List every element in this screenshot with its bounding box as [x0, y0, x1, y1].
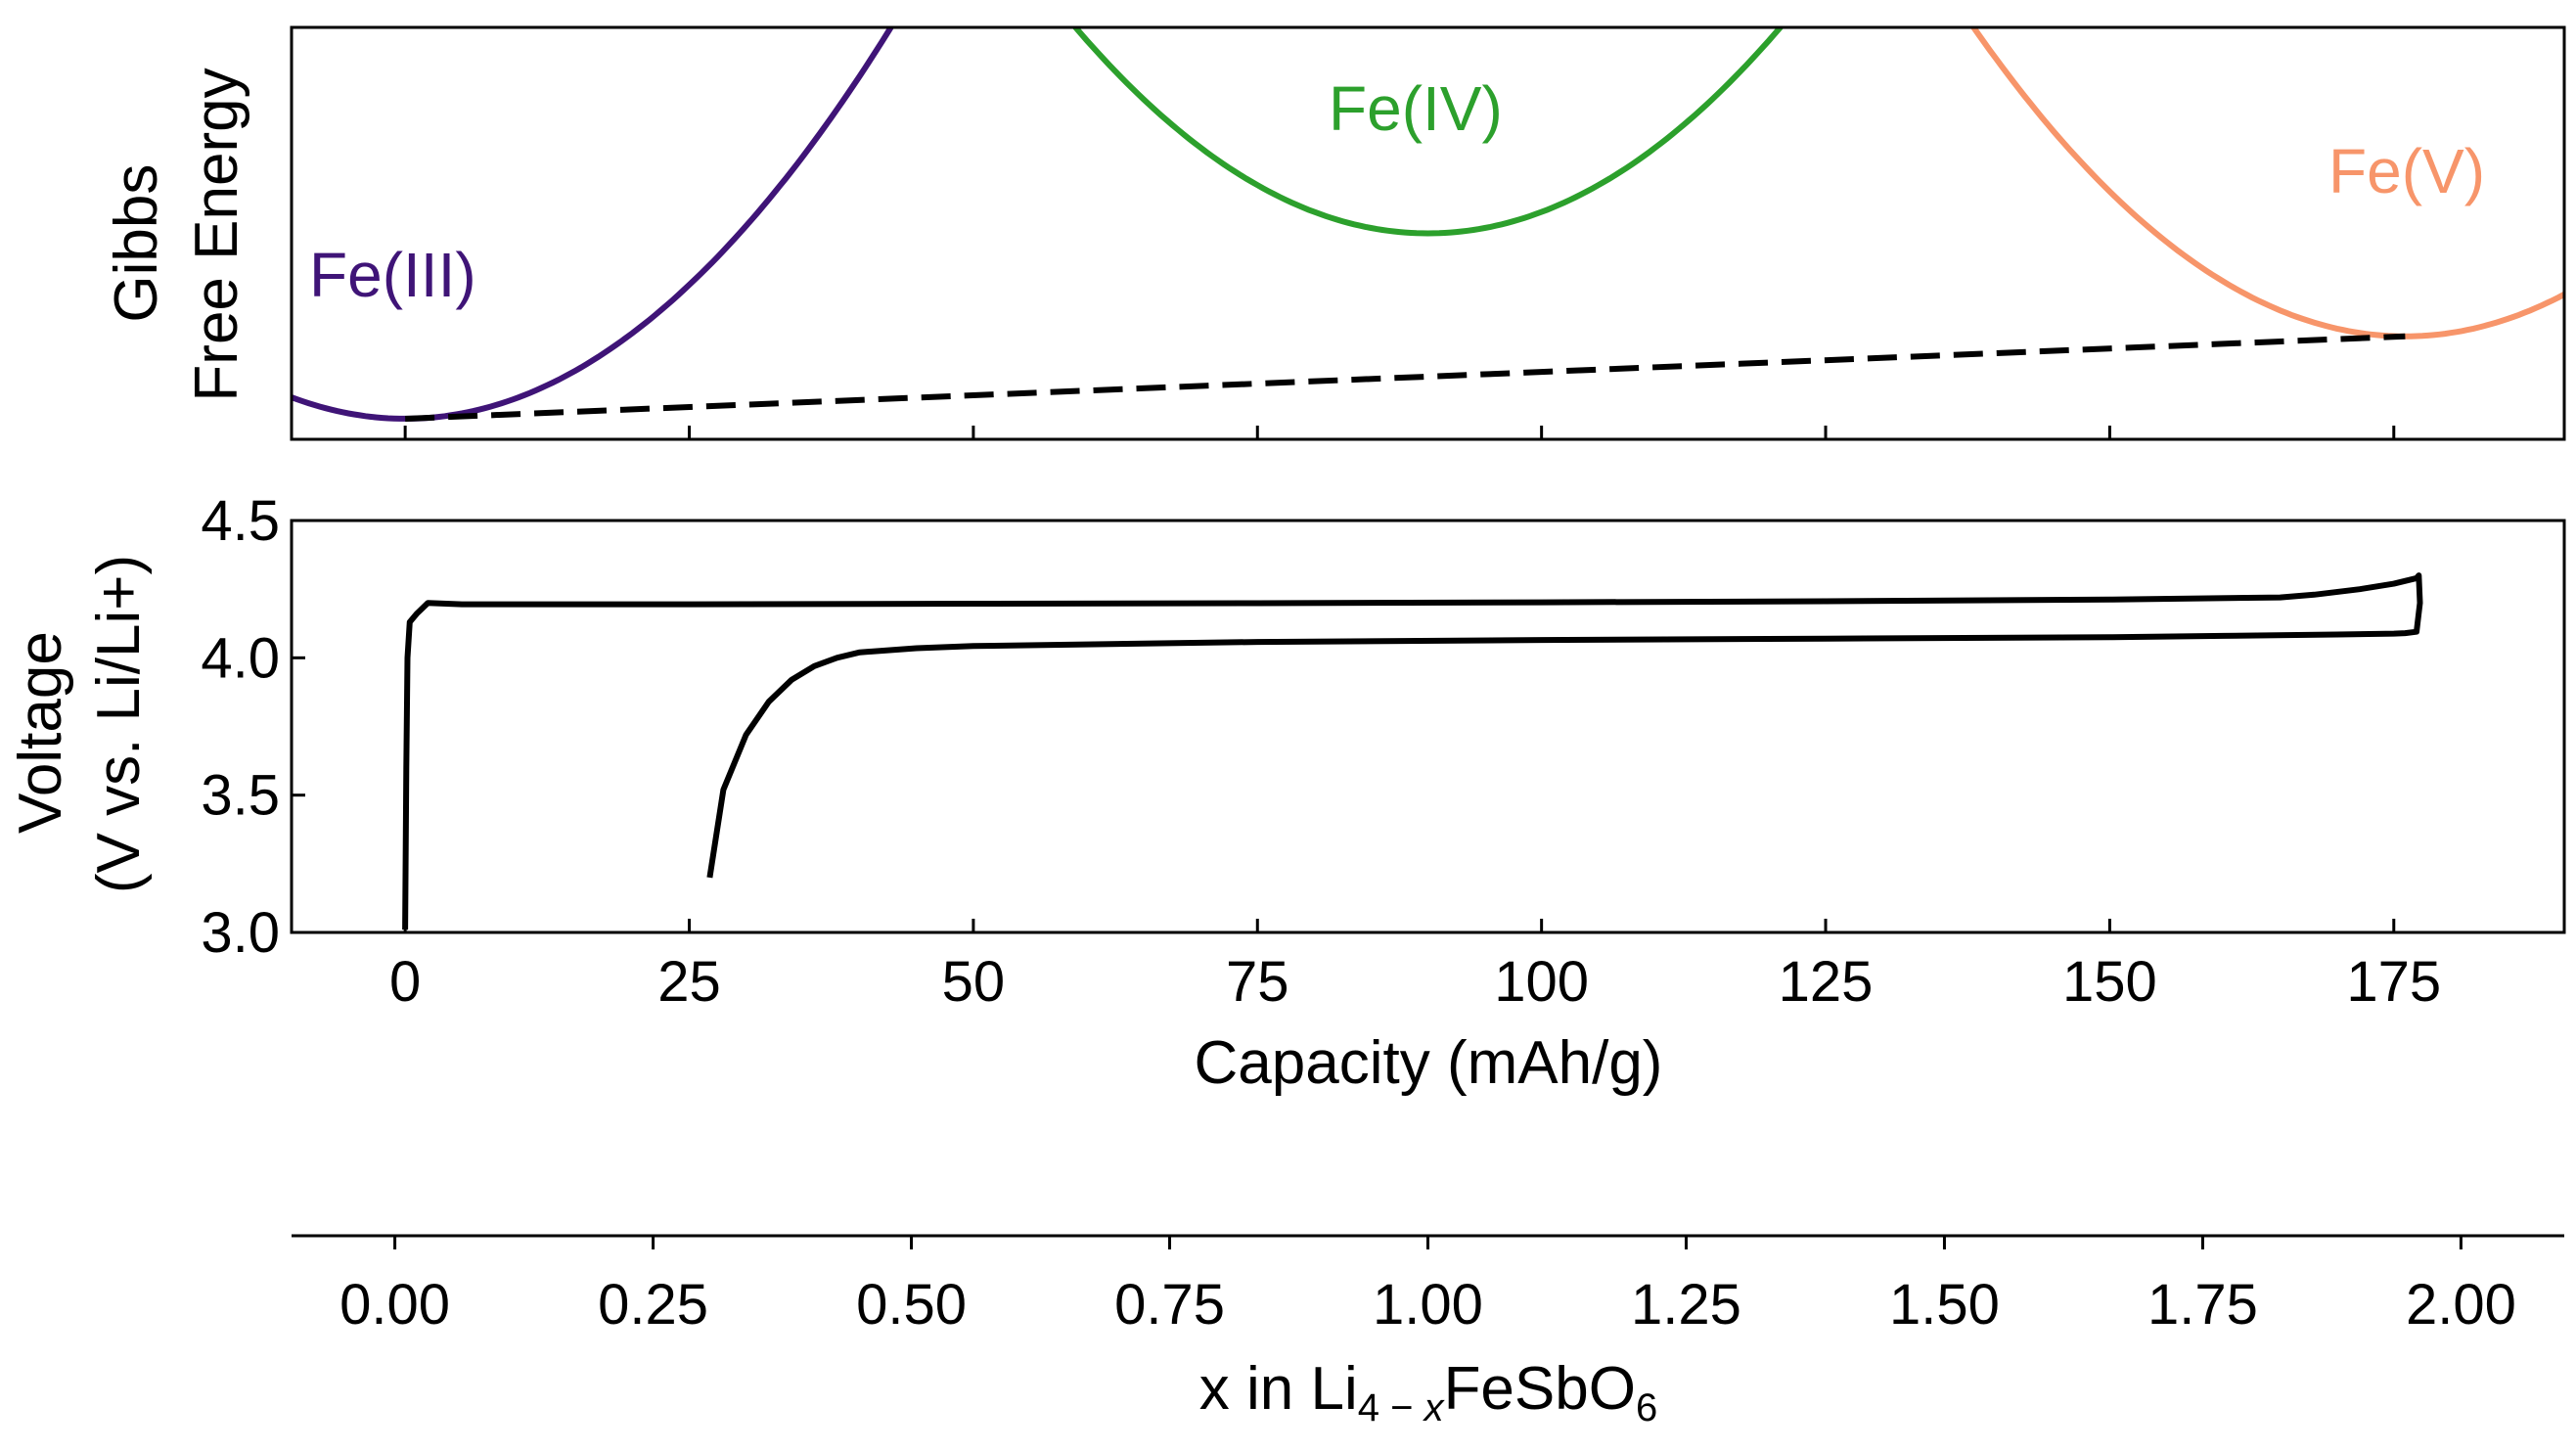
voltage-ylabel: Voltage (V vs. Li/Li+) [7, 555, 153, 893]
voltage-panel: 0 25 50 75 100 125 150 175 3.0 3.5 4.0 4.5 Voltage … [7, 489, 2566, 1097]
voltage-series-1 [402, 572, 2423, 930]
composition-tick-label: 0.75 [1114, 1273, 1225, 1337]
fe-iv-label: Fe(IV) [1329, 73, 1503, 144]
fe-v-label: Fe(V) [2328, 136, 2485, 206]
gibbs-curve-2 [1071, 27, 1785, 237]
capacity-tick-label: 150 [2062, 950, 2157, 1014]
composition-tick-label: 1.25 [1631, 1273, 1741, 1337]
voltage-ylabel-line1: Voltage [7, 631, 74, 834]
capacity-xlabel: Capacity (mAh/g) [1195, 1029, 1663, 1097]
gibbs-plot-frame [290, 25, 2566, 441]
gibbs-x-ticks [403, 426, 2396, 439]
capacity-tick-label: 0 [389, 950, 421, 1014]
composition-tick-label: 0.00 [339, 1273, 450, 1337]
common-tangent-line [405, 333, 2406, 422]
composition-axis: 0.00 0.25 0.50 0.75 1.00 1.25 1.50 1.75 2.00 x i… [292, 1234, 2564, 1429]
voltage-tick-label: 3.5 [201, 764, 280, 828]
gibbs-ylabel-line2: Free Energy [183, 68, 250, 401]
capacity-tick-label: 25 [657, 950, 721, 1014]
composition-tick-label: 0.50 [856, 1273, 967, 1337]
gibbs-curves [292, 27, 2564, 422]
composition-tick-label: 2.00 [2406, 1273, 2516, 1337]
voltage-tick-label: 3.0 [201, 901, 280, 965]
voltage-ylabel-line2: (V vs. Li/Li+) [85, 555, 153, 893]
voltage-plot-frame [290, 519, 2566, 934]
capacity-tick-label: 50 [942, 950, 1006, 1014]
gibbs-curve-1 [292, 27, 895, 422]
composition-xlabel: x in Li4 − xFeSbO6 [1199, 1355, 1657, 1429]
capacity-tick-label: 100 [1494, 950, 1589, 1014]
composition-tick-label: 1.50 [1889, 1273, 2000, 1337]
composition-xlabel-sub: 4 − x [1358, 1386, 1446, 1429]
gibbs-ylabel-line1: Gibbs [103, 164, 170, 323]
composition-ticks: 0.00 0.25 0.50 0.75 1.00 1.25 1.50 1.75 2.00 [339, 1236, 2516, 1337]
composition-tick-label: 1.00 [1373, 1273, 1483, 1337]
capacity-tick-label: 75 [1226, 950, 1289, 1014]
voltage-axis-ticks: 0 25 50 75 100 125 150 175 3.0 3.5 4.0 4.5 [201, 489, 2441, 1014]
gibbs-panel: Fe(III) Fe(IV) Fe(V) Gibbs Free Energy [103, 25, 2566, 441]
composition-xlabel-sub6: 6 [1636, 1386, 1657, 1429]
voltage-tick-label: 4.0 [201, 626, 280, 690]
fe-iii-label: Fe(III) [309, 240, 476, 310]
gibbs-ylabel: Gibbs Free Energy [103, 68, 250, 401]
gibbs-curve-3 [1969, 27, 2564, 340]
capacity-tick-label: 175 [2346, 950, 2441, 1014]
capacity-tick-label: 125 [1779, 950, 1874, 1014]
composition-tick-label: 0.25 [598, 1273, 708, 1337]
voltage-curves [402, 572, 2423, 930]
composition-tick-label: 1.75 [2147, 1273, 2258, 1337]
composition-xlabel-fesbo: FeSbO [1444, 1355, 1636, 1423]
voltage-tick-label: 4.5 [201, 489, 280, 553]
composition-xlabel-x-in: x in Li [1199, 1355, 1358, 1423]
